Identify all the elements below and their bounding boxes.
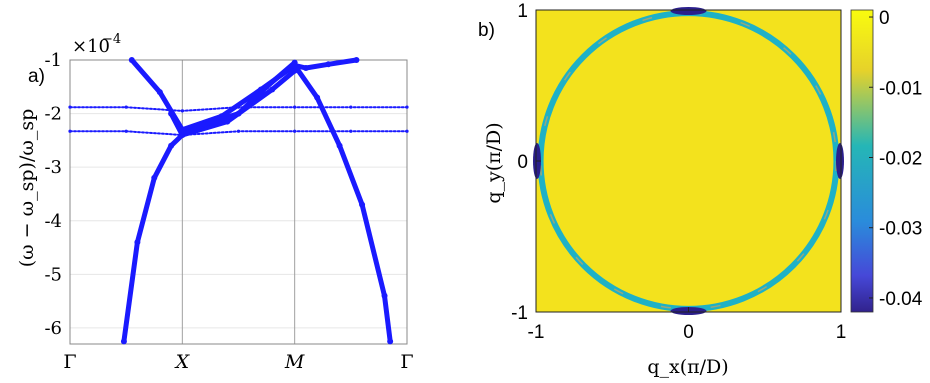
data-point [151, 174, 158, 181]
x-tick-label: Γ [400, 351, 413, 373]
data-point [263, 83, 270, 90]
x-tick-label: 0 [683, 322, 694, 343]
data-point [353, 57, 360, 63]
heatmap [533, 7, 844, 315]
y-tick-label: -3 [44, 157, 62, 178]
heatmap-background [536, 10, 841, 312]
y-multiplier: ×10 [72, 36, 110, 57]
y-tick-label: -1 [511, 303, 528, 324]
data-point [349, 129, 353, 133]
x-tick-label: X [174, 351, 191, 373]
data-point [381, 292, 388, 299]
data-point [325, 61, 332, 68]
data-point [236, 129, 241, 133]
data-point [405, 105, 409, 109]
data-point [201, 121, 208, 128]
data-point [124, 105, 128, 109]
data-point [293, 129, 297, 133]
y-tick-label: -4 [44, 211, 62, 232]
colorbar-tick-label: -0.01 [879, 78, 922, 99]
y-tick-label: -1 [44, 50, 62, 71]
data-point [124, 129, 128, 133]
data-point [180, 133, 184, 137]
heatmap-min-spot [670, 7, 707, 15]
data-point [128, 57, 135, 63]
x-axis-label-b: q_x(π/D) [647, 356, 728, 378]
data-point [180, 109, 184, 113]
x-tick-label: -1 [528, 322, 545, 343]
data-point [293, 105, 297, 109]
data-point [269, 86, 276, 93]
x-tick-label: Γ [63, 351, 76, 373]
data-point [120, 338, 127, 345]
data-point [349, 105, 353, 109]
y-tick-label: -2 [44, 104, 62, 125]
data-point [405, 129, 409, 133]
data-point [336, 142, 343, 149]
y-axis-label-b: q_y(π/D) [483, 122, 505, 203]
tick-labels-b: -1 0 1 1 0 -1 [511, 1, 846, 343]
series-line [129, 57, 359, 133]
data-point [168, 142, 175, 149]
panel-a: a) ×10 −4 (ω − ω_sp)/ω_sp -1-2-3-4-5-6Γ X… [16, 32, 414, 373]
x-tick-label: M [284, 351, 305, 373]
series-line [292, 62, 393, 344]
panel-b: b) q_y(π/D) q_x(π/D) -1 0 1 1 0 -1 0 -0.01 -0.0… [478, 1, 923, 378]
data-point [387, 338, 394, 345]
colorbar-tick-label: -0.04 [879, 289, 923, 310]
y-tick-label: 0 [517, 152, 528, 173]
y-tick-label: 1 [517, 1, 528, 22]
heatmap-min-spot [836, 143, 844, 179]
tick-labels: -1-2-3-4-5-6Γ X M Γ [44, 50, 413, 373]
y-exponent: −4 [102, 32, 121, 47]
colorbar-tick-label: -0.03 [879, 219, 922, 240]
data-point [168, 110, 175, 117]
colorbar [850, 9, 874, 313]
y-axis-label: (ω − ω_sp)/ω_sp [16, 109, 38, 268]
data-point [68, 105, 72, 109]
data-point [291, 62, 298, 69]
panel-b-label: b) [478, 20, 495, 41]
colorbar-tick-label: -0.02 [879, 148, 922, 169]
data-point [156, 89, 163, 96]
data-point [359, 201, 366, 208]
plot-frame [69, 59, 408, 345]
data-point [134, 239, 141, 246]
series-line [121, 60, 298, 344]
y-tick-label: -6 [44, 318, 62, 339]
x-tick-label: 1 [836, 322, 847, 343]
data-point [236, 105, 241, 109]
data-point [68, 129, 72, 133]
y-tick-label: -5 [44, 264, 62, 285]
series-group [68, 57, 409, 345]
colorbar-ticks: 0 -0.01 -0.02 -0.03 -0.04 [869, 8, 923, 310]
data-point [314, 94, 321, 101]
data-point [235, 110, 242, 117]
colorbar-tick-label: 0 [879, 8, 890, 29]
data-point [302, 65, 309, 72]
panel-a-label: a) [28, 66, 45, 87]
